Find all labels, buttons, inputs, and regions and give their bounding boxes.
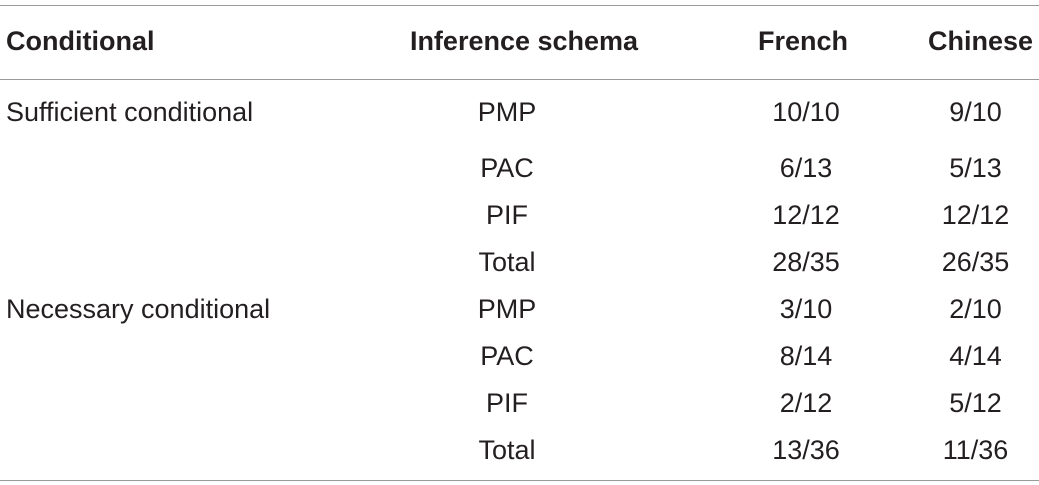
- cell-schema: PMP: [477, 294, 537, 324]
- header-french: French: [757, 26, 849, 56]
- cell-conditional: Necessary conditional: [6, 294, 271, 324]
- cell-conditional: [0, 380, 320, 427]
- results-table: Conditional Inference schema French Chin…: [0, 0, 1039, 474]
- cell-chinese: 26/35: [941, 247, 1010, 277]
- table-top-rule: [0, 5, 1039, 6]
- cell-schema: Total: [478, 435, 536, 465]
- table-bottom-rule: [0, 480, 1039, 481]
- cell-french: 10/10: [772, 96, 840, 127]
- cell-schema: PAC: [480, 153, 534, 183]
- cell-conditional: [0, 239, 320, 286]
- cell-conditional: [0, 333, 320, 380]
- header-inference-schema: Inference schema: [409, 26, 639, 56]
- cell-french: 6/13: [779, 153, 833, 183]
- cell-schema: PMP: [477, 96, 537, 127]
- table-row: Total 28/35 26/35: [0, 239, 1039, 286]
- cell-french: 12/12: [772, 200, 840, 230]
- cell-chinese: 5/13: [949, 153, 1002, 183]
- table-row: Sufficient conditional PMP 10/10 9/10: [0, 79, 1039, 145]
- cell-french: 13/36: [772, 435, 840, 465]
- cell-schema: PAC: [480, 341, 534, 371]
- table-row: PAC 8/14 4/14: [0, 333, 1039, 380]
- cell-conditional: [0, 192, 320, 239]
- table-row: Necessary conditional PMP 3/10 2/10: [0, 286, 1039, 333]
- table-row: PIF 12/12 12/12: [0, 192, 1039, 239]
- cell-chinese: 12/12: [941, 200, 1010, 230]
- cell-french: 2/12: [779, 388, 833, 418]
- cell-chinese: 11/36: [942, 435, 1009, 465]
- cell-schema: PIF: [485, 388, 528, 418]
- table-header-row: Conditional Inference schema French Chin…: [0, 0, 1039, 79]
- header-conditional: Conditional: [6, 26, 155, 56]
- cell-french: 28/35: [772, 247, 840, 277]
- table-row: PAC 6/13 5/13: [0, 145, 1039, 192]
- cell-schema: PIF: [485, 200, 528, 230]
- header-chinese: Chinese: [927, 26, 1033, 56]
- cell-conditional: [0, 427, 320, 474]
- cell-conditional: [0, 145, 320, 192]
- cell-chinese: 9/10: [949, 96, 1002, 127]
- table-header-rule: [0, 79, 1039, 80]
- cell-conditional: Sufficient conditional: [6, 96, 254, 127]
- cell-schema: Total: [478, 247, 536, 277]
- cell-chinese: 2/10: [949, 294, 1002, 324]
- cell-chinese: 5/12: [949, 388, 1002, 418]
- table-row: Total 13/36 11/36: [0, 427, 1039, 474]
- cell-chinese: 4/14: [949, 341, 1002, 371]
- cell-french: 8/14: [779, 341, 833, 371]
- cell-french: 3/10: [779, 294, 833, 324]
- table-row: PIF 2/12 5/12: [0, 380, 1039, 427]
